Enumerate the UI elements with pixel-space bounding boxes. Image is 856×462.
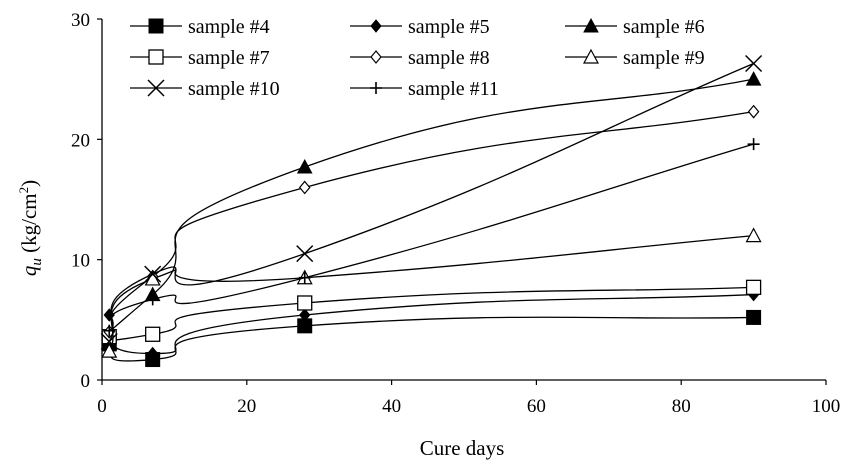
legend-entry: sample #4 xyxy=(130,16,270,38)
legend: sample #4 sample #5 sample #6 sample #7 samp… xyxy=(130,16,705,100)
series-sample-9 xyxy=(101,227,762,358)
series-sample-8 xyxy=(103,104,760,339)
y-axis-unit: (kg/cm xyxy=(17,193,41,258)
y-tick-labels: 0 10 20 30 xyxy=(71,10,90,392)
legend-label: sample #7 xyxy=(188,47,270,69)
series-line xyxy=(108,234,754,352)
data-point xyxy=(145,326,161,342)
y-axis-symbol: q xyxy=(17,265,41,276)
legend-marker xyxy=(582,48,600,64)
series-line xyxy=(108,78,754,334)
data-point xyxy=(747,104,760,119)
data-point xyxy=(298,271,311,284)
series-sample-5 xyxy=(103,287,760,361)
data-point xyxy=(147,346,159,361)
data-point xyxy=(297,295,313,311)
legend-entry: sample #7 xyxy=(130,47,270,69)
legend-marker xyxy=(583,17,599,33)
x-tick-label: 40 xyxy=(382,396,401,417)
legend-label: sample #5 xyxy=(408,16,490,38)
series-line xyxy=(108,111,754,333)
data-point xyxy=(146,293,159,306)
y-tick-label: 30 xyxy=(71,10,90,31)
x-tick-label: 80 xyxy=(672,396,691,417)
data-point xyxy=(745,279,762,295)
data-point xyxy=(298,180,311,195)
y-axis-unit-superscript: 2 xyxy=(16,187,31,194)
legend-entry: sample #5 xyxy=(350,16,490,38)
data-point xyxy=(745,227,762,243)
y-tick-label: 20 xyxy=(71,130,90,151)
x-tick-label: 60 xyxy=(527,396,546,417)
series-line xyxy=(108,143,754,332)
series-line xyxy=(109,286,754,341)
y-axis-symbol-subscript: u xyxy=(29,258,45,266)
data-point xyxy=(144,265,162,283)
data-point xyxy=(299,308,311,322)
legend-entry: sample #6 xyxy=(565,16,705,38)
legend-label: sample #4 xyxy=(188,16,270,38)
x-tick-labels: 0 20 40 60 80 100 xyxy=(97,396,840,417)
series-line xyxy=(108,316,754,362)
legend-marker xyxy=(370,19,382,33)
data-point xyxy=(745,71,762,86)
legend-marker xyxy=(148,49,164,65)
axes xyxy=(97,18,827,385)
legend-label: sample #11 xyxy=(408,78,499,100)
x-tick-label: 100 xyxy=(812,396,841,417)
series-sample-4 xyxy=(101,309,762,368)
legend-label: sample #9 xyxy=(623,47,705,69)
legend-marker xyxy=(148,18,164,34)
legend-marker xyxy=(147,79,165,97)
legend-label: sample #10 xyxy=(188,78,280,100)
data-point xyxy=(296,245,314,263)
y-axis-unit-close: ) xyxy=(17,180,41,187)
x-tick-label: 0 xyxy=(97,396,107,417)
data-point xyxy=(746,309,762,325)
data-point xyxy=(101,342,118,358)
legend-entry: sample #11 xyxy=(350,78,499,100)
y-tick-label: 10 xyxy=(71,251,90,272)
data-point xyxy=(100,332,118,351)
series-sample-10 xyxy=(100,54,763,351)
legend-marker xyxy=(370,82,382,94)
legend-marker xyxy=(370,50,382,64)
data-point xyxy=(103,324,116,337)
legend-entry: sample #9 xyxy=(565,47,705,69)
x-tick-label: 20 xyxy=(237,396,256,417)
series-sample-7 xyxy=(101,279,762,345)
series-sample-11 xyxy=(103,138,760,337)
series-line xyxy=(108,293,754,355)
data-point xyxy=(745,54,763,73)
legend-entry: sample #8 xyxy=(350,47,490,69)
legend-label: sample #6 xyxy=(623,16,705,38)
legend-label: sample #8 xyxy=(408,47,490,69)
y-tick-label: 0 xyxy=(81,371,91,392)
y-axis-label: qu (kg/cm2) xyxy=(16,180,45,276)
series-group xyxy=(100,54,763,368)
series-line xyxy=(108,62,754,342)
x-axis-label: Cure days xyxy=(420,436,505,460)
data-point xyxy=(747,138,760,151)
legend-entry: sample #10 xyxy=(130,78,280,100)
data-point xyxy=(296,158,313,174)
